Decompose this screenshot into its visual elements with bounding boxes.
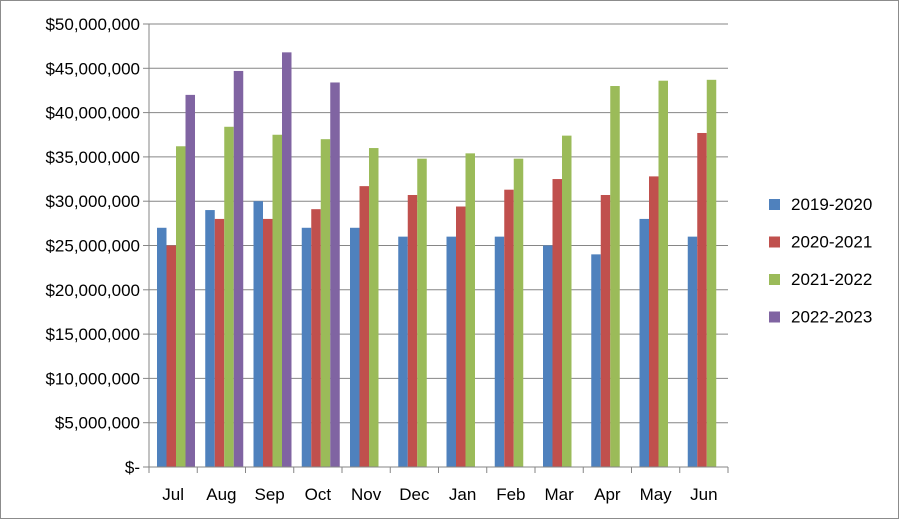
- bar-2020-2021-Sep: [263, 218, 273, 467]
- legend-swatch: [769, 236, 780, 248]
- y-tick-label: $5,000,000: [55, 414, 140, 433]
- x-tick-label: Apr: [594, 485, 621, 504]
- bar-2019-2020-Mar: [543, 245, 553, 467]
- legend-swatch: [769, 311, 780, 323]
- x-tick-label: Dec: [399, 485, 430, 504]
- legend-label: 2019-2020: [791, 195, 872, 214]
- x-axis-tick-labels: Jul Aug Sep Oct Nov Dec Jan Feb Mar Apr May Jun: [162, 485, 717, 504]
- bar-2021-2022-Sep: [272, 134, 282, 467]
- y-tick-label: $40,000,000: [45, 104, 140, 123]
- bar-2021-2022-Oct: [320, 139, 331, 467]
- bar-2019-2020-Jan: [446, 236, 456, 467]
- x-tick-label: Aug: [206, 485, 236, 504]
- axes: [143, 23, 729, 473]
- y-tick-label: $35,000,000: [45, 148, 140, 167]
- bar-2021-2022-Jun: [706, 79, 717, 468]
- x-tick-label: Mar: [544, 485, 574, 504]
- y-tick-label: $-: [125, 458, 140, 477]
- x-tick-label: Oct: [305, 485, 332, 504]
- bar-2020-2021-May: [649, 176, 659, 467]
- bar-2020-2021-Jun: [697, 132, 707, 467]
- legend-label: 2022-2023: [791, 308, 872, 327]
- bar-2019-2020-Apr: [591, 254, 601, 467]
- gridlines: [149, 23, 728, 424]
- x-tick-label: Feb: [496, 485, 525, 504]
- y-tick-label: $30,000,000: [45, 192, 140, 211]
- bar-2022-2023-Sep: [282, 52, 292, 468]
- bar-2020-2021-Nov: [359, 186, 369, 467]
- bar-2019-2020-Sep: [253, 201, 263, 467]
- y-tick-label: $45,000,000: [45, 59, 140, 78]
- bar-2019-2020-Oct: [301, 227, 312, 467]
- bar-2021-2022-Jan: [465, 153, 475, 467]
- y-axis-tick-labels: $- $5,000,000 $10,000,000 $15,000,000 $20,00…: [45, 15, 140, 477]
- legend-label: 2020-2021: [791, 233, 872, 252]
- bar-2019-2020-Aug: [205, 210, 215, 467]
- bar-2019-2020-Jun: [687, 236, 698, 467]
- bar-2019-2020-Dec: [398, 236, 408, 467]
- bar-2020-2021-Mar: [552, 179, 562, 468]
- y-tick-label: $50,000,000: [45, 15, 140, 34]
- bar-2021-2022-Apr: [610, 86, 620, 468]
- y-tick-label: $15,000,000: [45, 325, 140, 344]
- legend-swatch: [769, 199, 780, 210]
- bar-2021-2022-Mar: [562, 135, 572, 468]
- x-tick-label: Jun: [690, 485, 717, 504]
- bar-2021-2022-Dec: [417, 158, 427, 467]
- x-tick-label: Nov: [351, 485, 382, 504]
- legend-label: 2021-2022: [791, 270, 872, 289]
- bar-2020-2021-Feb: [504, 189, 514, 467]
- bar-2021-2022-May: [658, 80, 668, 467]
- bar-2020-2021-Dec: [407, 194, 418, 468]
- bar-2022-2023-Oct: [330, 82, 340, 467]
- x-tick-label: Sep: [255, 485, 285, 504]
- x-tick-label: Jan: [449, 485, 476, 504]
- bar-2022-2023-Aug: [233, 70, 244, 467]
- y-tick-label: $25,000,000: [45, 237, 140, 256]
- bar-2020-2021-Jul: [166, 245, 176, 467]
- bar-2019-2020-Jul: [157, 227, 167, 467]
- x-tick-label: Jul: [162, 485, 184, 504]
- bar-2021-2022-Aug: [224, 126, 234, 467]
- bar-2021-2022-Nov: [369, 148, 379, 468]
- legend-swatch: [769, 274, 780, 285]
- y-tick-label: $20,000,000: [45, 281, 140, 300]
- x-tick-label: May: [640, 485, 673, 504]
- bar-2019-2020-May: [639, 218, 649, 467]
- bar-2020-2021-Aug: [214, 218, 225, 467]
- legend: 2019-2020 2020-2021 2021-2022 2022-2023: [769, 195, 872, 327]
- bars: [157, 52, 717, 468]
- bar-2019-2020-Feb: [494, 236, 505, 467]
- bar-2020-2021-Oct: [311, 209, 321, 467]
- bar-2020-2021-Jan: [456, 206, 466, 468]
- bar-2020-2021-Apr: [600, 194, 611, 468]
- y-tick-label: $10,000,000: [45, 369, 140, 388]
- bar-2021-2022-Jul: [176, 146, 186, 467]
- bar-2021-2022-Feb: [513, 158, 524, 467]
- bar-2022-2023-Jul: [185, 94, 195, 467]
- bar-2019-2020-Nov: [350, 227, 360, 467]
